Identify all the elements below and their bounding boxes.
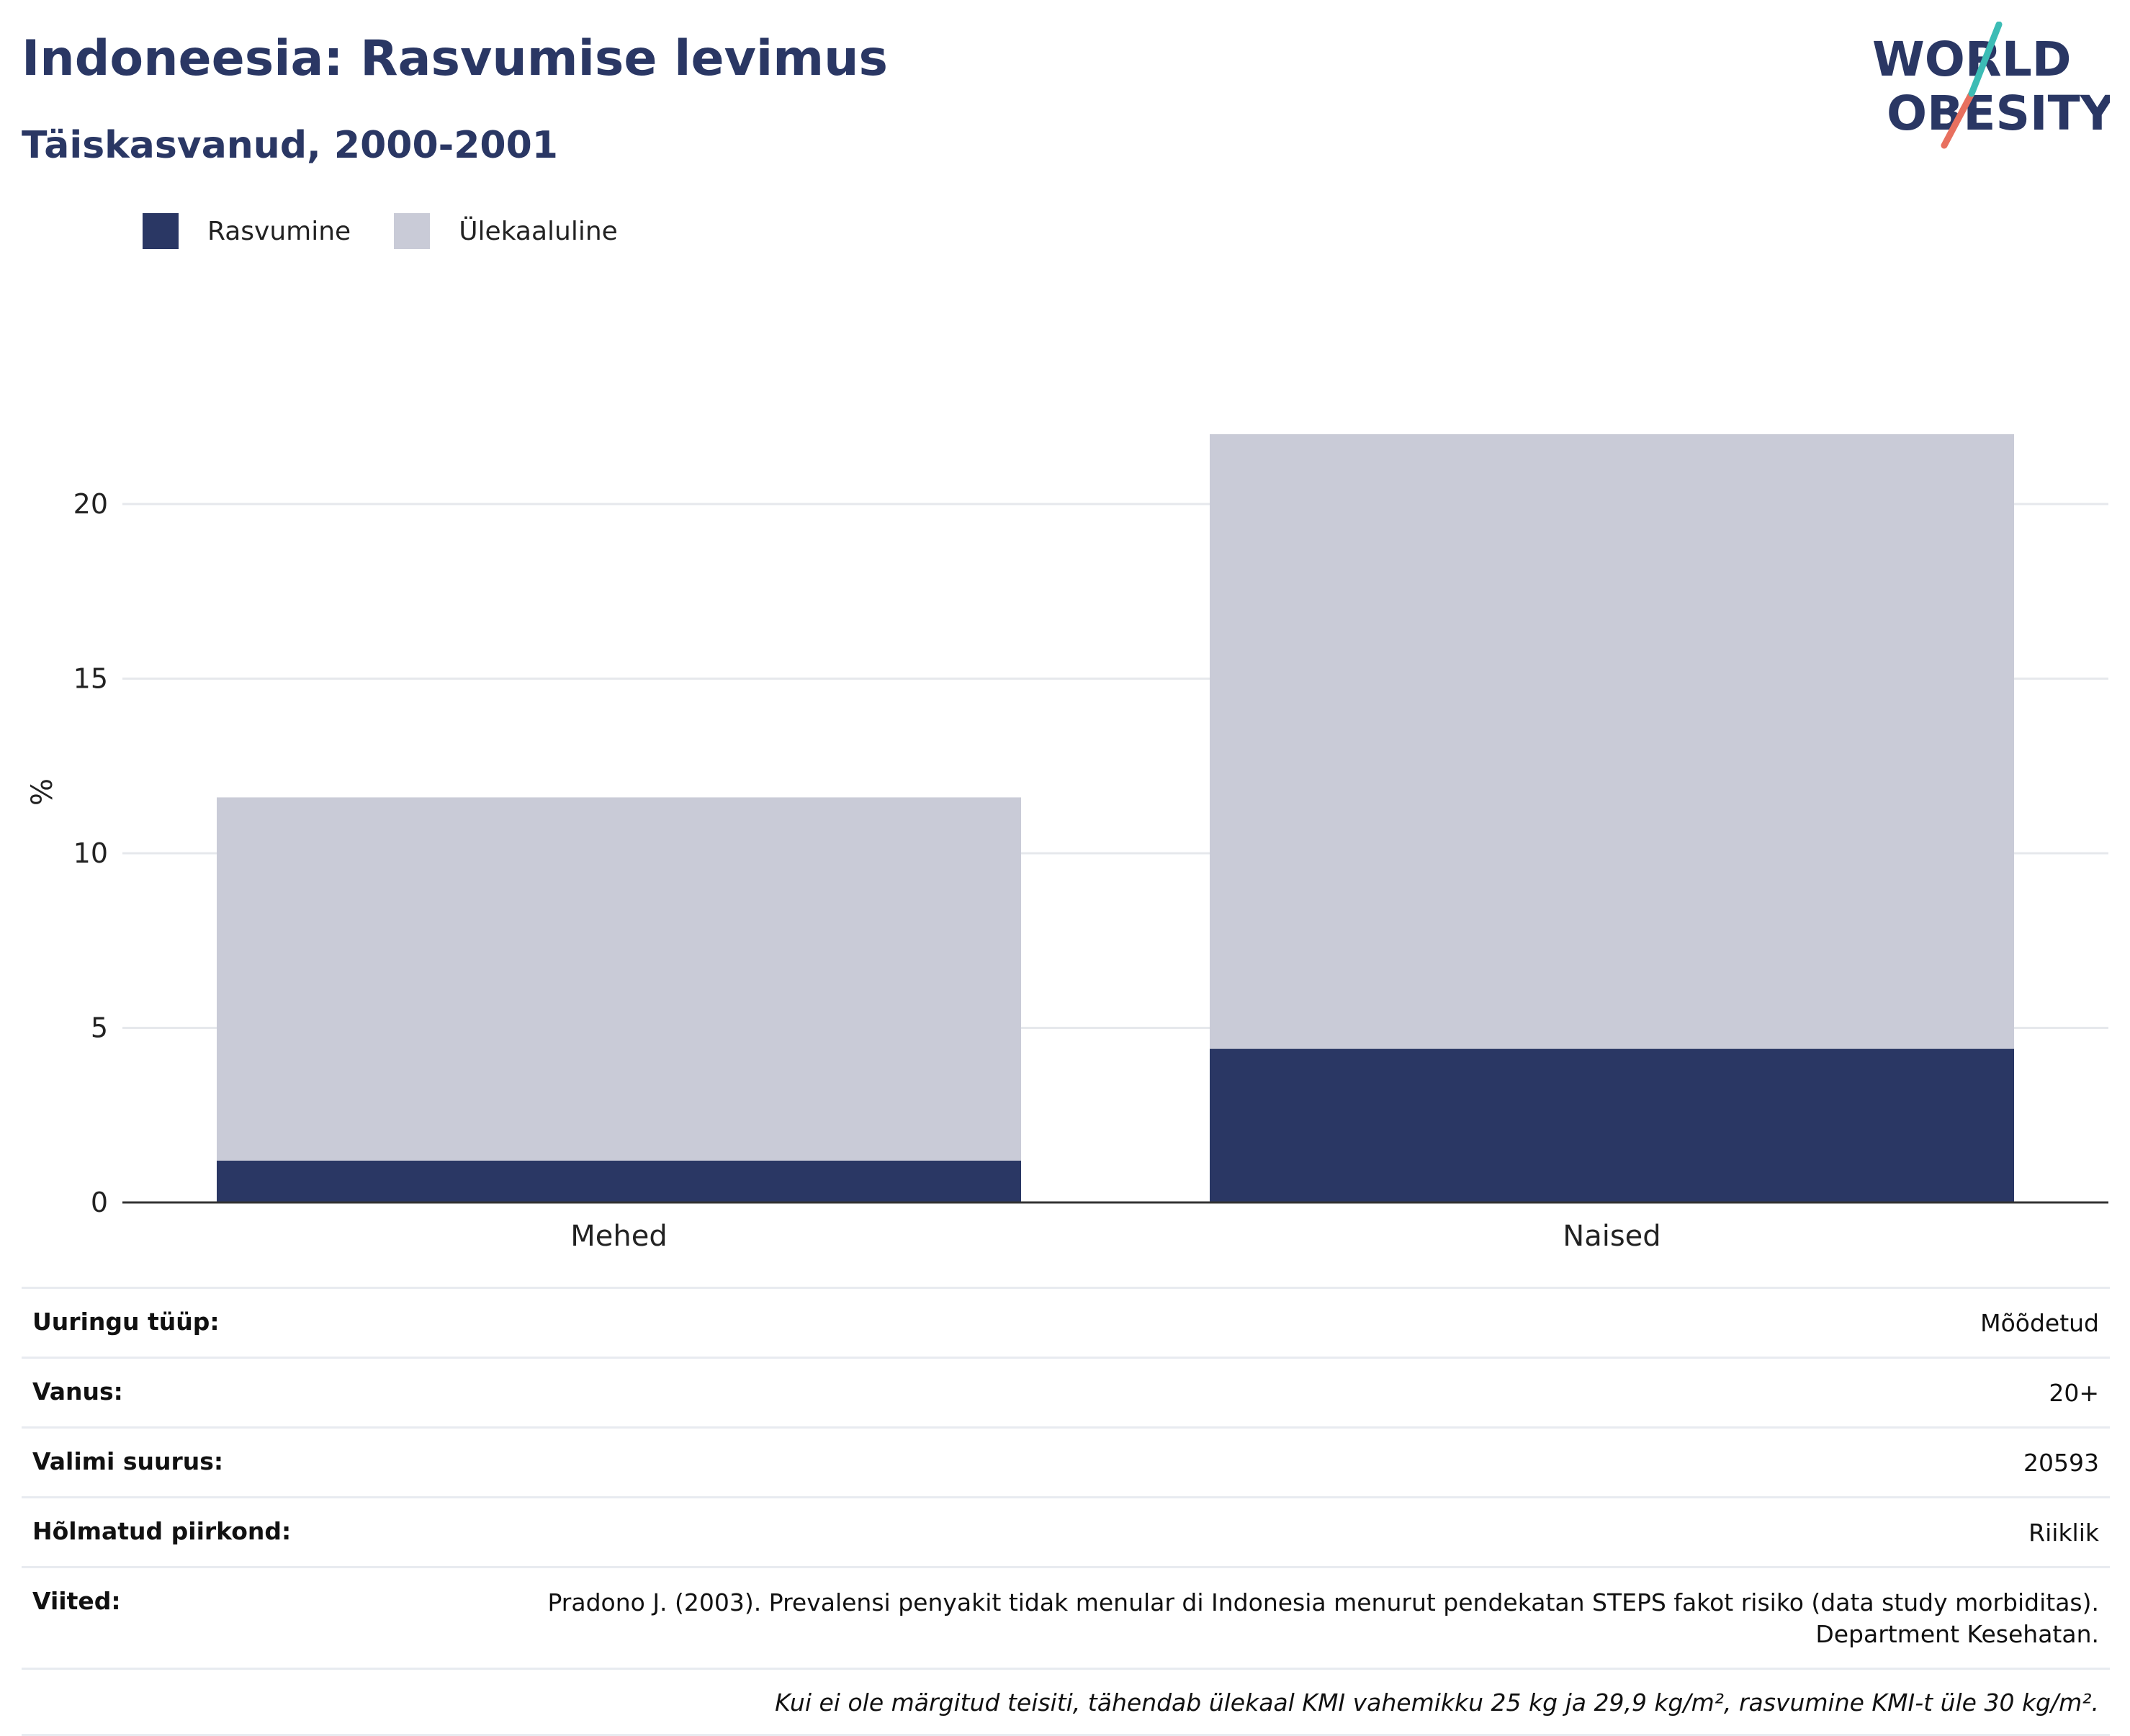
bar-rasvumine <box>217 1160 1021 1202</box>
legend-swatch <box>143 213 179 249</box>
info-value: 20593 <box>2023 1449 2099 1477</box>
world-obesity-logo: WORLD OBESITY <box>1872 22 2110 149</box>
logo-line2: OBESITY <box>1887 86 2110 141</box>
y-axis-label: % <box>26 778 59 806</box>
legend-item-1[interactable]: Ülekaaluline <box>394 213 618 249</box>
info-value: 20+ <box>2049 1379 2099 1407</box>
info-row: Vanus: 20+ <box>22 1357 2110 1426</box>
info-value: Mõõdetud <box>1980 1309 2099 1337</box>
y-tick-label: 0 <box>91 1187 108 1218</box>
legend: Rasvumine Ülekaaluline <box>143 213 661 249</box>
legend-item-0[interactable]: Rasvumine <box>143 213 351 249</box>
logo-slash-teal <box>1968 22 2003 97</box>
info-label: Vanus: <box>32 1377 123 1406</box>
bar-ülekaaluline <box>1210 434 2014 1049</box>
definition-note: Kui ei ole märgitud teisiti, tähendab ül… <box>22 1668 2110 1736</box>
y-tick-label: 10 <box>73 837 108 869</box>
x-tick-label: Mehed <box>570 1220 667 1253</box>
info-row: Uuringu tüüp: Mõõdetud <box>22 1287 2110 1357</box>
info-value: Riiklik <box>2028 1519 2099 1547</box>
info-label: Hõlmatud piirkond: <box>32 1517 292 1545</box>
info-label: Uuringu tüüp: <box>32 1308 220 1336</box>
logo-slash-red <box>1941 90 1975 149</box>
info-row: Hõlmatud piirkond: Riiklik <box>22 1496 2110 1566</box>
info-label: Valimi suurus: <box>32 1447 224 1475</box>
y-tick-label: 15 <box>73 663 108 695</box>
legend-label: Ülekaaluline <box>459 216 618 246</box>
info-row: Viited: Pradono J. (2003). Prevalensi pen… <box>22 1566 2110 1668</box>
y-tick-label: 20 <box>73 488 108 520</box>
info-row: Valimi suurus: 20593 <box>22 1426 2110 1496</box>
y-tick-label: 5 <box>91 1012 108 1044</box>
chart-subtitle: Täiskasvanud, 2000-2001 <box>22 124 558 167</box>
info-value: Pradono J. (2003). Prevalensi penyakit t… <box>547 1588 2099 1648</box>
bar-rasvumine <box>1210 1048 2014 1202</box>
bar-ülekaaluline <box>217 797 1021 1161</box>
chart-title: Indoneesia: Rasvumise levimus <box>22 30 888 87</box>
legend-label: Rasvumine <box>207 216 351 246</box>
stacked-bar-chart: 0 5 10 15 20% Mehed Naised <box>26 434 2108 1253</box>
info-label: Viited: <box>32 1587 121 1615</box>
info-table: Uuringu tüüp: Mõõdetud Vanus: 20+ Valimi suu… <box>22 1287 2110 1736</box>
x-tick-label: Naised <box>1563 1220 1661 1253</box>
logo-line1: WORLD <box>1872 32 2072 87</box>
legend-swatch <box>394 213 431 249</box>
